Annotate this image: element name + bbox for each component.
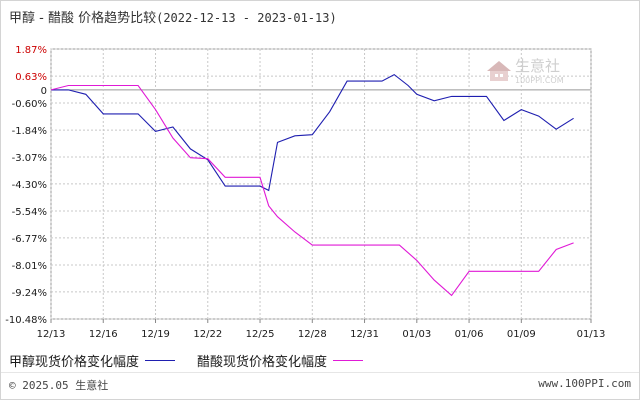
chart-legend: 甲醇现货价格变化幅度 醋酸现货价格变化幅度	[9, 351, 385, 370]
legend-label-acetic-acid: 醋酸现货价格变化幅度	[197, 355, 328, 370]
line-chart: 生意社 100PPI.COM 1.87% 0.63% 0 -0.60% -1.84% -3…	[5, 45, 605, 340]
series-line-methanol	[51, 73, 574, 192]
x-tick-label: 01/03	[402, 329, 431, 340]
x-tick-label: 12/19	[141, 329, 170, 340]
legend-item-acetic-acid: 醋酸现货价格变化幅度	[197, 351, 364, 370]
footer: © 2025.05 生意社 www.100PPI.com	[9, 377, 631, 393]
y-tick-label: -10.48%	[5, 315, 47, 326]
y-tick-label: -8.01%	[12, 261, 47, 272]
legend-swatch-acetic-acid	[333, 360, 364, 361]
x-tick-label: 12/13	[37, 329, 66, 340]
chart-date-range: (2022-12-13 - 2023-01-13)	[156, 11, 337, 25]
grid-layer	[50, 48, 592, 320]
legend-swatch-methanol	[145, 360, 176, 361]
x-tick-label: 12/16	[89, 329, 118, 340]
y-tick-label: -3.07%	[12, 153, 47, 164]
series-layer	[50, 73, 574, 297]
y-tick-label: -5.54%	[12, 207, 47, 218]
axis-layer: 1.87% 0.63% 0 -0.60% -1.84% -3.07% -4.30% -5.54…	[5, 45, 605, 340]
x-tick-label: 01/13	[577, 329, 606, 340]
watermark-url: 100PPI.COM	[515, 76, 564, 85]
y-tick-label: 0	[41, 86, 47, 97]
chart-title-text: 甲醇 - 醋酸 价格趋势比较	[9, 11, 157, 26]
footer-copyright: © 2025.05 生意社	[9, 379, 109, 392]
x-tick-label: 12/22	[193, 329, 222, 340]
chart-title: 甲醇 - 醋酸 价格趋势比较(2022-12-13 - 2023-01-13)	[9, 7, 337, 26]
house-icon	[487, 61, 511, 81]
x-tick-label: 12/28	[298, 329, 327, 340]
x-tick-label: 01/09	[507, 329, 536, 340]
watermark-logo: 生意社 100PPI.COM	[487, 57, 564, 85]
x-tick-label: 12/25	[246, 329, 275, 340]
y-tick-label: 0.63%	[15, 72, 47, 83]
y-tick-label: -6.77%	[12, 234, 47, 245]
y-tick-label: -1.84%	[12, 126, 47, 137]
footer-divider	[1, 372, 639, 373]
y-tick-label: -4.30%	[12, 180, 47, 191]
x-tick-label: 12/31	[350, 329, 379, 340]
legend-item-methanol: 甲醇现货价格变化幅度	[9, 351, 176, 370]
series-line-acetic-acid	[50, 84, 574, 297]
y-tick-label: 1.87%	[15, 45, 47, 56]
y-tick-label: -9.24%	[12, 288, 47, 299]
footer-site-link[interactable]: www.100PPI.com	[538, 377, 631, 390]
y-tick-label: -0.60%	[12, 99, 47, 110]
watermark-name: 生意社	[515, 57, 560, 75]
x-tick-label: 01/06	[455, 329, 484, 340]
legend-label-methanol: 甲醇现货价格变化幅度	[9, 355, 140, 370]
